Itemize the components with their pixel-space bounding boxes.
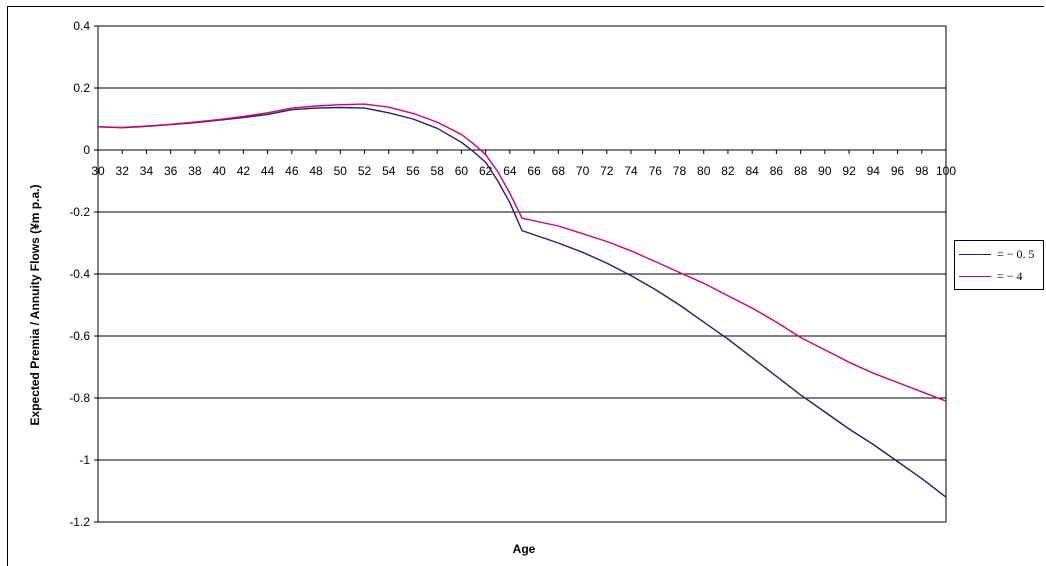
x-tick-label: 32 (116, 164, 130, 178)
y-tick-label: -0.6 (69, 329, 90, 343)
x-tick-label: 78 (673, 164, 687, 178)
x-tick-label: 54 (382, 164, 396, 178)
x-tick-label: 64 (503, 164, 517, 178)
x-tick-label: 70 (576, 164, 590, 178)
legend-item-series-2: = − 4 (959, 269, 1023, 283)
x-tick-label: 58 (431, 164, 445, 178)
y-tick-label: -0.2 (69, 205, 90, 219)
x-tick-label: 56 (406, 164, 420, 178)
y-tick-label: -0.8 (69, 391, 90, 405)
x-tick-label: 44 (261, 164, 275, 178)
x-tick-label: 98 (915, 164, 929, 178)
x-tick-label: 52 (358, 164, 372, 178)
x-tick-labels: 30 32 34 36 38 40 42 44 46 48 50 52 54 56 58 60 62 64 66 68… (91, 164, 956, 178)
x-tick-label: 50 (334, 164, 348, 178)
legend-item-series-1: = − 0. 5 (959, 247, 1035, 261)
legend-label-series-2: = − 4 (997, 268, 1023, 283)
x-tick-label: 80 (697, 164, 711, 178)
x-tick-label: 76 (649, 164, 663, 178)
y-tick-label: 0 (83, 143, 90, 157)
x-tick-label: 74 (624, 164, 638, 178)
y-tick-label: -1 (79, 453, 90, 467)
x-axis-title: Age (513, 542, 536, 556)
chart-frame (7, 6, 1044, 566)
series-lines (97, 103, 947, 498)
axes (94, 25, 947, 523)
series-line-1 (97, 106, 947, 498)
x-tick-label: 72 (600, 164, 614, 178)
x-tick-label: 40 (212, 164, 226, 178)
legend-swatch-series-2 (959, 275, 991, 277)
x-tick-label: 82 (721, 164, 735, 178)
x-tick-label: 100 (936, 164, 956, 178)
x-tick-label: 88 (794, 164, 808, 178)
x-tick-label: 94 (867, 164, 881, 178)
y-tick-label: -0.4 (69, 267, 90, 281)
x-tick-label: 68 (552, 164, 566, 178)
legend-label-series-1: = − 0. 5 (997, 246, 1035, 261)
x-tick-label: 46 (285, 164, 299, 178)
x-tick-label: 42 (237, 164, 251, 178)
legend: = − 0. 5 = − 4 (954, 240, 1044, 290)
x-tick-label: 86 (770, 164, 784, 178)
x-tick-label: 84 (745, 164, 759, 178)
x-tick-label: 36 (164, 164, 178, 178)
y-tick-label: 0.4 (73, 19, 90, 33)
x-tick-label: 96 (891, 164, 905, 178)
x-tick-label: 30 (91, 164, 105, 178)
series-line-2 (97, 103, 947, 402)
y-tick-label: -1.2 (69, 515, 90, 529)
y-axis-title: Expected Premia / Annuity Flows (¥m p.a.… (28, 185, 42, 426)
x-tick-label: 60 (455, 164, 469, 178)
legend-swatch-series-1 (959, 253, 991, 255)
y-tick-labels: 0.4 0.2 0 -0.2 -0.4 -0.6 -0.8 -1 -1.2 (69, 19, 90, 529)
x-tick-label: 34 (140, 164, 154, 178)
x-tick-label: 38 (188, 164, 202, 178)
x-tick-label: 90 (818, 164, 832, 178)
gridlines (98, 25, 946, 523)
x-tick-label: 66 (527, 164, 541, 178)
y-tick-label: 0.2 (73, 81, 90, 95)
x-tick-label: 48 (309, 164, 323, 178)
x-tick-label: 92 (842, 164, 856, 178)
